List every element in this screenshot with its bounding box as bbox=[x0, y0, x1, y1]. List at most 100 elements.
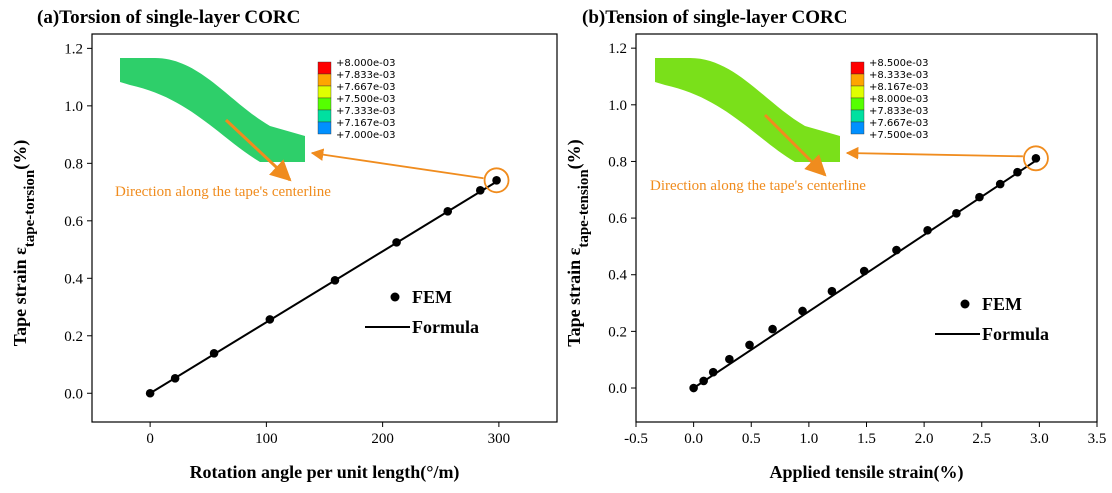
x-tick-label: 0.5 bbox=[742, 431, 761, 447]
fem-point bbox=[923, 226, 932, 235]
x-tick-label: 2.0 bbox=[915, 431, 934, 447]
contour-label: +8.000e-03 bbox=[336, 58, 396, 69]
x-tick-label: -0.5 bbox=[624, 431, 648, 447]
fem-point bbox=[146, 389, 155, 398]
y-tick-label: 0.4 bbox=[608, 268, 627, 284]
contour-color bbox=[851, 62, 864, 74]
fem-point bbox=[492, 176, 501, 185]
contour-label: +7.833e-03 bbox=[869, 106, 929, 117]
y-tick-label: 1.0 bbox=[64, 99, 83, 115]
x-tick-label: 1.5 bbox=[857, 431, 876, 447]
y-tick-label: 0.8 bbox=[608, 154, 627, 170]
y-label-unit: (%) bbox=[10, 140, 31, 170]
y-tick-label: 1.2 bbox=[608, 41, 627, 57]
legend-label: Formula bbox=[982, 324, 1049, 344]
fem-point bbox=[331, 276, 340, 285]
x-tick-label: 3.0 bbox=[1030, 431, 1049, 447]
chart-title: (a)Torsion of single-layer CORC bbox=[37, 7, 300, 28]
y-label-main: Tape strain ε bbox=[564, 247, 584, 346]
contour-label: +7.500e-03 bbox=[336, 94, 396, 105]
contour-color bbox=[851, 122, 864, 134]
contour-color bbox=[318, 110, 331, 122]
contour-color bbox=[851, 98, 864, 110]
contour-color bbox=[318, 98, 331, 110]
figure: (a)Torsion of single-layer CORC 0 100 200 30… bbox=[0, 0, 1112, 493]
tape-image bbox=[655, 58, 840, 162]
fem-point bbox=[745, 341, 754, 350]
legend-label: Formula bbox=[412, 317, 479, 337]
contour-label: +7.500e-03 bbox=[869, 130, 929, 141]
contour-label: +8.500e-03 bbox=[869, 58, 929, 69]
fem-point bbox=[892, 246, 901, 255]
x-tick-label: 0 bbox=[146, 431, 154, 447]
y-tick-label: 0.6 bbox=[608, 211, 627, 227]
fem-point bbox=[952, 209, 961, 218]
contour-label: +8.167e-03 bbox=[869, 82, 929, 93]
x-axis-label: Rotation angle per unit length(°/m) bbox=[190, 462, 460, 483]
x-tick-label: 3.5 bbox=[1088, 431, 1107, 447]
y-axis-label: Tape strain εtape-tension(%) bbox=[564, 139, 592, 346]
legend-label: FEM bbox=[982, 294, 1022, 314]
legend-marker bbox=[961, 300, 970, 309]
tape-image bbox=[120, 58, 305, 162]
x-tick-label: 300 bbox=[488, 431, 511, 447]
legend-marker bbox=[391, 293, 400, 302]
y-label-sub: tape-tension bbox=[576, 169, 592, 248]
contour-color bbox=[318, 74, 331, 86]
y-label-sub: tape-torsion bbox=[22, 169, 38, 247]
contour-label: +7.000e-03 bbox=[336, 130, 396, 141]
pointer-arrow bbox=[847, 153, 1023, 156]
x-tick-label: 2.5 bbox=[972, 431, 991, 447]
x-axis-label: Applied tensile strain(%) bbox=[769, 462, 963, 483]
chart-title: (b)Tension of single-layer CORC bbox=[582, 7, 848, 28]
fem-point bbox=[860, 267, 869, 276]
y-tick-label: 1.2 bbox=[64, 41, 83, 57]
annotation: Direction along the tape's centerline bbox=[650, 178, 866, 194]
fem-point bbox=[392, 238, 401, 247]
fem-point bbox=[725, 355, 734, 364]
fem-point bbox=[443, 207, 452, 216]
y-tick-label: 0.6 bbox=[64, 214, 83, 230]
fem-point bbox=[996, 180, 1005, 189]
contour-label: +7.833e-03 bbox=[336, 70, 396, 81]
pointer-arrow bbox=[312, 153, 484, 178]
x-tick-label: 100 bbox=[255, 431, 278, 447]
fem-point bbox=[1013, 168, 1022, 177]
contour-color bbox=[851, 110, 864, 122]
y-tick-label: 0.2 bbox=[64, 329, 83, 345]
fem-point bbox=[210, 349, 219, 358]
y-tick-label: 1.0 bbox=[608, 98, 627, 114]
contour-label: +8.000e-03 bbox=[869, 94, 929, 105]
contour-color bbox=[851, 74, 864, 86]
contour-label: +8.333e-03 bbox=[869, 70, 929, 81]
y-tick-label: 0.2 bbox=[608, 324, 627, 340]
contour-color bbox=[851, 86, 864, 98]
y-tick-label: 0.4 bbox=[64, 271, 83, 287]
fem-point bbox=[768, 325, 777, 334]
fem-point bbox=[171, 374, 180, 383]
legend-label: FEM bbox=[412, 287, 452, 307]
contour-color bbox=[318, 122, 331, 134]
x-tick-label: 1.0 bbox=[800, 431, 819, 447]
fem-point bbox=[266, 315, 275, 324]
y-tick-label: 0.0 bbox=[608, 381, 627, 397]
y-tick-label: 0.0 bbox=[64, 386, 83, 402]
contour-label: +7.333e-03 bbox=[336, 106, 396, 117]
x-tick-label: 200 bbox=[371, 431, 394, 447]
fem-point bbox=[699, 377, 708, 386]
fem-point bbox=[476, 186, 485, 195]
contour-label: +7.167e-03 bbox=[336, 118, 396, 129]
fem-point bbox=[709, 368, 718, 377]
contour-color bbox=[318, 86, 331, 98]
contour-label: +7.667e-03 bbox=[869, 118, 929, 129]
contour-label: +7.667e-03 bbox=[336, 82, 396, 93]
y-label-unit: (%) bbox=[564, 139, 585, 169]
y-axis-label: Tape strain εtape-torsion(%) bbox=[10, 140, 38, 347]
x-tick-label: 0.0 bbox=[684, 431, 703, 447]
contour-color bbox=[318, 62, 331, 74]
y-tick-label: 0.8 bbox=[64, 156, 83, 172]
annotation: Direction along the tape's centerline bbox=[115, 184, 331, 200]
fem-point bbox=[798, 307, 807, 316]
fem-point bbox=[689, 384, 698, 393]
fem-point bbox=[1032, 154, 1041, 163]
